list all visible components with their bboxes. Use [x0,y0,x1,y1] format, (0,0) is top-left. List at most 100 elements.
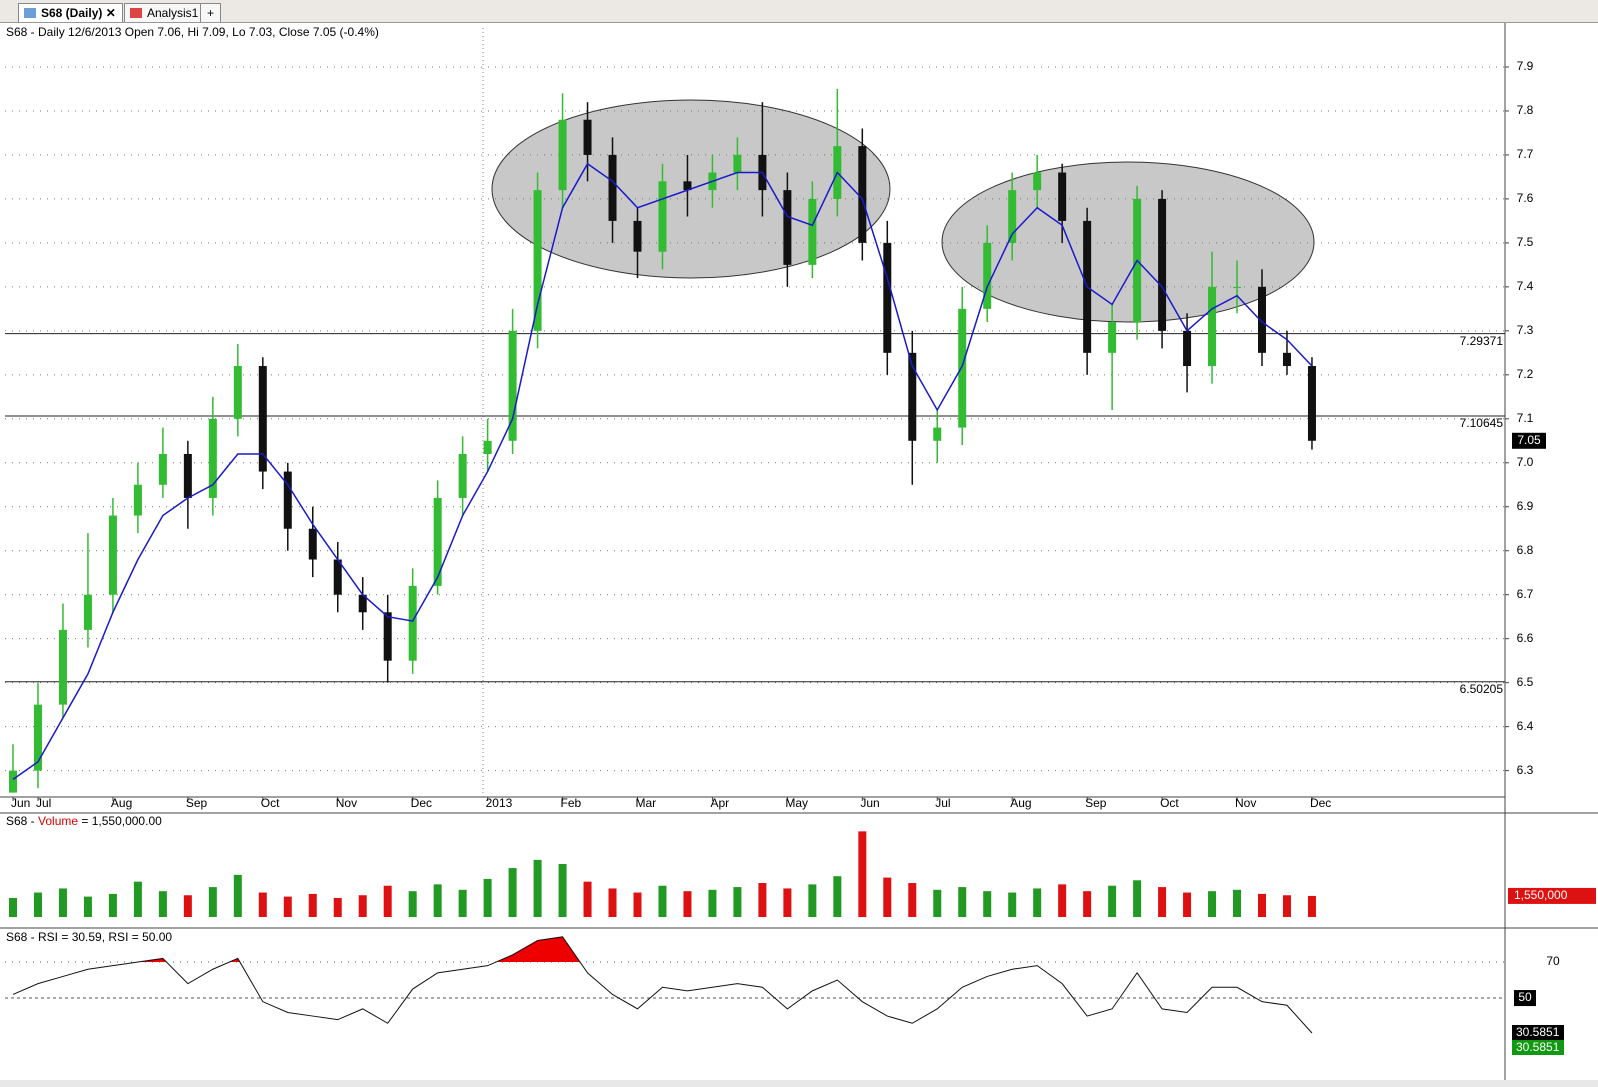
x-tick-label: Jul [935,796,950,810]
candle-body [583,119,592,155]
volume-bar [408,891,417,917]
volume-bar [483,878,492,917]
volume-tag [1508,887,1596,904]
y-tick-label: 6.4 [1517,719,1534,733]
price-tag-label: 7.05 [1517,433,1541,447]
level-label: 7.10645 [1460,416,1504,430]
x-tick-label: Dec [411,796,432,810]
level-label: 6.50205 [1460,682,1504,696]
candle-body [1208,286,1217,367]
y-tick-label: 7.3 [1517,323,1534,337]
candle-body [933,427,942,441]
panel-title: S68 - RSI = 30.59, RSI = 50.00 [6,930,172,944]
y-tick-label: 7.2 [1517,367,1534,381]
y-tick-label: 6.7 [1517,587,1534,601]
moving-average [12,162,1313,781]
volume-bar [508,868,517,917]
volume-bar [333,897,342,917]
y-tick-label: 7.8 [1517,103,1534,117]
volume-bar [208,887,217,917]
candle-body [1008,190,1017,243]
candle-body [458,453,467,498]
volume-bar [833,876,842,917]
x-tick-label: Nov [336,796,357,810]
candle-body [1158,198,1167,331]
volume-bar [1233,889,1242,917]
volume-bar [1208,891,1217,917]
volume-bar [883,877,892,917]
volume-bar [908,883,917,917]
x-tick-label: Dec [1310,796,1331,810]
volume-bar [1282,895,1291,917]
y-tick-label: 7.7 [1517,147,1534,161]
new-tab[interactable]: + [200,3,222,22]
tab[interactable]: S68 (Daily) ✕ [18,3,123,22]
volume-bar [683,891,692,917]
candle-body [608,154,617,221]
volume-bar [233,874,242,917]
y-tick-label: 6.5 [1517,675,1534,689]
volume-bar [433,884,442,917]
x-tick-label: Feb [561,796,582,810]
candle-body [908,352,917,441]
y-tick-label: 6.9 [1517,499,1534,513]
volume-bar [9,897,17,917]
level-label: 7.29371 [1460,334,1504,348]
volume-bar [133,881,142,917]
y-tick-label: 7.6 [1517,191,1534,205]
candle-body [733,154,742,173]
candle-body [208,418,217,498]
candle-body [983,242,992,309]
y-tick-label: 7.5 [1517,235,1534,249]
volume-bar [758,883,767,917]
tab-bar: S68 (Daily) ✕ Analysis1 ✕ + [0,0,1598,23]
volume-bar [933,889,942,917]
candle-body [658,181,667,252]
tab-label: Analysis1 [147,6,199,20]
y-tick-label: 6.6 [1517,631,1534,645]
x-tick-label: 2013 [486,796,513,810]
volume-bar [1133,880,1142,917]
volume-bar [158,891,167,917]
candle-body [558,119,567,191]
rsi-tag-label: 30.5851 [1516,1025,1560,1039]
volume-bar [108,893,117,917]
candle-body [233,366,242,419]
candle-body [108,515,117,595]
volume-bar [83,896,92,917]
candle-body [633,220,642,252]
scrollbar[interactable] [0,1080,1598,1087]
volume-tag-label: 1,550,000 [1514,888,1568,902]
x-tick-label: Aug [1010,796,1031,810]
x-tick-label: Apr [710,796,729,810]
x-tick-label: Jun [11,796,30,810]
title-part: Volume [38,814,78,828]
rsi-tag [1512,1040,1564,1056]
x-tick-label: Oct [261,796,280,810]
candle-body [508,330,517,441]
candle-body [83,594,92,630]
candle-body [958,308,967,428]
y-tick-label: 50 [1518,990,1532,1004]
y-tick-label: 7.9 [1517,59,1534,73]
candle-body [1258,286,1266,353]
volume-bar [633,892,642,917]
volume-bar [658,885,667,917]
candle-body [533,190,542,331]
candle-body [483,440,492,454]
candle-body [683,181,692,191]
volume-bar [808,884,817,917]
candle-body [408,585,417,661]
volume-bar [1183,892,1192,917]
volume-bar [708,889,717,917]
candle-body [358,594,367,613]
volume-bar [183,895,192,917]
level-tag [1514,990,1536,1007]
candle-body [783,190,792,265]
volume-bar [283,896,292,917]
volume-bar [1307,895,1316,917]
volume-bar [1033,888,1042,917]
tab-label: S68 (Daily) [41,6,103,20]
title-part: S68 - [6,814,38,828]
